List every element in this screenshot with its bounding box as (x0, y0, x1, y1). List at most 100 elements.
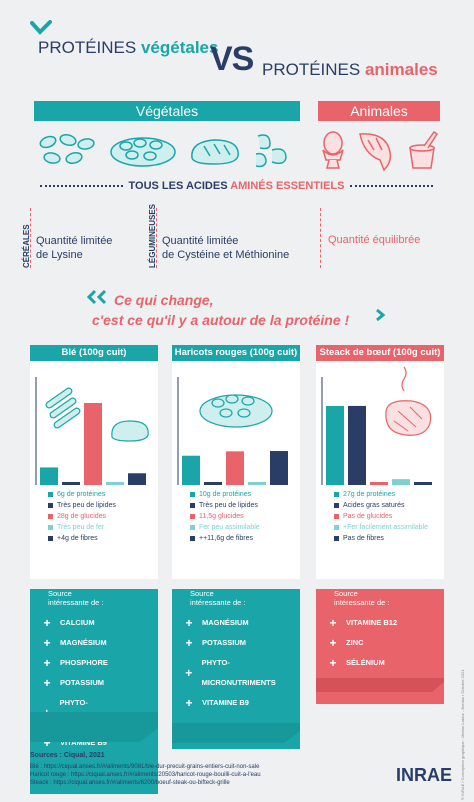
legumineuses-text: Quantité limitée de Cystéine et Méthioni… (162, 234, 289, 262)
nutrient-label: ZINC (346, 638, 364, 647)
fish-icon (359, 133, 392, 172)
quote-close-icon (376, 308, 386, 322)
section-vegetales: Végétales (34, 101, 300, 121)
bar-2 (204, 482, 222, 485)
legend-label: 27g de protéines (343, 491, 396, 498)
beans-bowl-icon (110, 137, 176, 167)
inrae-logo: INRAE (396, 765, 453, 785)
card-haricots-source-title-2: intéressante de : (190, 598, 246, 607)
animal-title-plain: PROTÉINES (262, 60, 365, 79)
egg-cup-icon (322, 131, 344, 169)
legend-swatch (334, 514, 339, 519)
legumineuses-text-2: de Cystéine et Méthionine (162, 249, 290, 261)
legend-item: Très peu de fer (48, 522, 158, 533)
legend-label: 6g de protéines (57, 491, 106, 498)
legend-label: Fer peu assimilable (199, 524, 260, 531)
nutrient-label: PHOSPHORE (60, 658, 108, 667)
pasta-icon (255, 134, 287, 168)
animal-title: PROTÉINES animales (262, 60, 438, 80)
section-animales: Animales (318, 101, 440, 121)
bar-3 (84, 403, 102, 485)
source-haricot[interactable]: Haricot rouge : https://ciqual.anses.fr/… (30, 772, 261, 778)
legend-swatch (48, 536, 53, 541)
plus-icon: + (329, 656, 337, 670)
card-steack-title: Steack de bœuf (100g cuit) (316, 345, 444, 361)
cereales-text-2: de Lysine (36, 249, 83, 261)
card-haricots-source-title-1: Source (190, 589, 214, 598)
card-steack: Steack de bœuf (100g cuit) 27g de protéi… (316, 345, 444, 704)
card-ble-chart (35, 377, 149, 485)
wheat-icon (45, 387, 81, 429)
legend-item: Pas de fibres (334, 533, 444, 544)
bar-4 (106, 482, 124, 485)
card-steack-source-title: Source intéressante de : (334, 589, 444, 607)
legend-item: Très peu de lipides (190, 500, 300, 511)
legend-swatch (48, 492, 53, 497)
nutrient-label: PHYTO-MICRONUTRIMENTS (201, 658, 276, 687)
cereales-divider (30, 208, 31, 268)
legend-item: 10g de protéines (190, 489, 300, 500)
card-steack-source-title-2: intéressante de : (334, 598, 390, 607)
amino-band-part2: AMINÉS ESSENTIELS (230, 180, 345, 192)
legend-swatch (190, 536, 195, 541)
animales-divider (320, 208, 321, 268)
card-haricots-chart (177, 377, 288, 485)
legend-item: 11,5g glucides (190, 511, 300, 522)
amino-band-label: TOUS LES ACIDES AMINÉS ESSENTIELS (129, 180, 345, 192)
bread-icon (191, 139, 239, 165)
card-haricots-bars (182, 451, 288, 485)
card-steack-bars (326, 405, 432, 485)
cereales-text-1: Quantité limitée (36, 235, 113, 247)
card-ble-source: Source intéressante de : + CALCIUM + MAGNÉS… (30, 589, 158, 794)
card-steack-source-title-1: Source (334, 589, 358, 598)
plus-icon: + (185, 666, 193, 680)
card-steack-chart (321, 366, 432, 485)
legend-item: 28g de glucides (48, 511, 158, 522)
card-ble-bars (40, 403, 146, 485)
source-ble[interactable]: Blé : https://ciqual.anses.fr/#/aliments… (30, 764, 260, 770)
legend-swatch (334, 525, 339, 530)
sources-title: Sources : Ciqual, 2021 (30, 752, 105, 759)
legend-swatch (334, 492, 339, 497)
nutrient-label: CALCIUM (60, 618, 95, 627)
card-ble-title: Blé (100g cuit) (30, 345, 158, 361)
plus-icon: + (329, 636, 337, 650)
nutrient-item: + ZINC (328, 633, 444, 653)
nutrient-item: + MAGNÉSIUM (184, 613, 300, 633)
plus-icon: + (43, 616, 51, 630)
quote-line1: Ce qui change, (114, 292, 214, 308)
legend-item: ++11,6g de fibres (190, 533, 300, 544)
nutrient-label: VITAMINE B12 (346, 618, 398, 627)
bar-5 (270, 451, 288, 485)
plus-icon: + (43, 636, 51, 650)
card-haricots-title: Haricots rouges (100g cuit) (172, 345, 300, 361)
band-dots-left (40, 185, 123, 187)
source-steack[interactable]: Steack : https://ciqual.anses.fr/#/alime… (30, 780, 230, 786)
legend-label: Pas de fibres (343, 535, 384, 542)
plus-icon: + (43, 736, 51, 750)
nutrient-item: + VITAMINE B9 (184, 693, 300, 713)
legend-label: Pas de glucides (343, 513, 393, 520)
plus-icon: + (43, 676, 51, 690)
nutrient-label: VITAMINE B9 (60, 738, 107, 747)
legend-swatch (334, 536, 339, 541)
legend-label: Acides gras saturés (343, 502, 405, 509)
bar-1 (40, 467, 58, 485)
vegetal-title: PROTÉINES végétales (38, 38, 218, 58)
legumineuses-divider (156, 208, 157, 268)
nutrient-label: POTASSIUM (60, 678, 105, 687)
card-ble-fold (30, 712, 158, 742)
bar-4 (392, 479, 410, 485)
beans-bowl-small-icon (199, 394, 273, 428)
vegetal-title-plain: PROTÉINES (38, 38, 141, 57)
nutrient-label: MAGNÉSIUM (202, 618, 249, 627)
legend-item: Très peu de lipides (48, 500, 158, 511)
legend-label: Très peu de lipides (57, 502, 116, 509)
credit-text: © INRAE / Conception graphique : Marion … (460, 669, 465, 800)
bar-2 (62, 482, 80, 485)
card-haricots-source-title: Source intéressante de : (190, 589, 300, 607)
legend-item: Pas de glucides (334, 511, 444, 522)
bar-5 (414, 482, 432, 485)
legend-item: 6g de protéines (48, 489, 158, 500)
card-haricots-nutrients: + MAGNÉSIUM + POTASSIUM + PHYTO-MICRONUTRIMEN… (172, 613, 300, 713)
